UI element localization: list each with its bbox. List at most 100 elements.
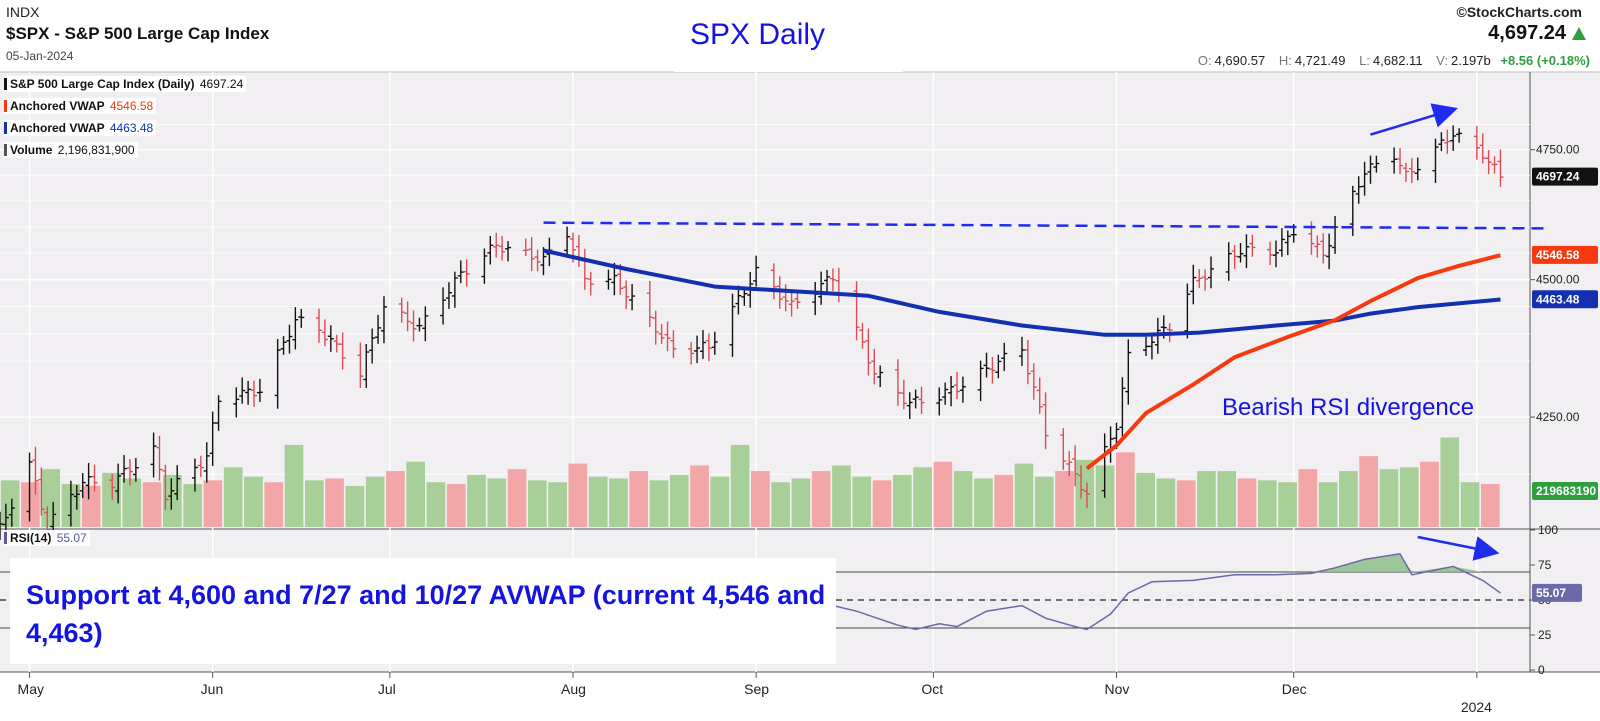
volume-bar <box>913 467 932 527</box>
volume-bar <box>102 472 121 527</box>
volume-label: V: <box>1436 53 1448 68</box>
volume-bar <box>730 444 750 527</box>
avwap-line-1 <box>543 248 1501 337</box>
volume-bar <box>244 476 263 527</box>
x-tick-label: 2024 <box>1461 699 1492 715</box>
low-label: L: <box>1359 53 1370 68</box>
x-tick-label: Nov <box>1104 681 1129 697</box>
x-tick-label: Oct <box>921 681 943 697</box>
volume-bar <box>811 471 831 527</box>
rsi-divergence-annotation: Bearish RSI divergence <box>1222 394 1475 421</box>
legend-avwap-2[interactable]: Anchored VWAP 4463.48 <box>4 120 157 136</box>
legend-volume-value: 2,196,831,900 <box>57 143 135 157</box>
volume-bar <box>304 480 324 527</box>
volume-bar <box>832 465 851 527</box>
legend-price-label: S&P 500 Large Cap Index (Daily) <box>10 77 195 91</box>
volume-bar <box>264 482 284 527</box>
volume-bar <box>467 474 486 527</box>
y-tick-label: 4250.00 <box>1536 410 1580 424</box>
open-value: 4,690.57 <box>1214 53 1266 68</box>
overlay-title-box: SPX Daily <box>674 0 903 72</box>
legend-avwap-2-value: 4463.48 <box>109 121 154 135</box>
rsi-last-tag-label: 55.07 <box>1536 586 1566 600</box>
volume-bar <box>649 480 669 527</box>
volume-bar <box>0 480 20 527</box>
legend-rsi-label: RSI(14) <box>10 531 52 545</box>
volume-bar <box>791 478 811 527</box>
volume-bar <box>223 467 243 527</box>
volume-bar <box>852 476 872 527</box>
legend-rsi-value: 55.07 <box>56 531 87 545</box>
volume-bar <box>1420 461 1439 527</box>
volume-bar <box>588 476 608 527</box>
last-price: 4,697.24 <box>1488 22 1566 44</box>
last-value-tag <box>1532 482 1598 500</box>
volume-bar <box>1379 469 1399 527</box>
support-annotation: Support at 4,600 and 7/27 and 10/27 AVWA… <box>26 580 826 648</box>
volume-bar <box>1339 471 1358 527</box>
legend-volume[interactable]: Volume 2,196,831,900 <box>4 142 138 158</box>
volume-bar <box>1136 472 1155 527</box>
volume-bar <box>183 484 202 527</box>
volume-bar <box>406 461 426 527</box>
volume-value: 2.197b <box>1450 53 1491 68</box>
x-tick-label: Jul <box>378 681 396 697</box>
rsi-trend-arrow <box>1417 535 1500 561</box>
price-change: +8.56 (+0.18%) <box>1500 53 1590 68</box>
volume-bar <box>872 480 892 527</box>
volume-bar <box>1055 471 1074 527</box>
volume-bar <box>1359 456 1379 527</box>
last-value-tag <box>1532 245 1598 264</box>
volume-bar <box>527 480 547 527</box>
volume-bar <box>1440 437 1460 527</box>
price-panel-bg <box>0 72 1600 530</box>
volume-bar <box>751 471 770 527</box>
ohlc-readout: O: 4,690.57 H: 4,721.49 L: 4,682.11 V: 2.197… <box>1188 53 1590 68</box>
volume-bar <box>325 478 344 527</box>
price-trend-arrow <box>1370 103 1458 136</box>
avwap-line-2 <box>1085 253 1501 471</box>
open-label: O: <box>1197 53 1212 68</box>
volume-bar <box>1278 482 1297 527</box>
rsi-y-tick-label: 100 <box>1538 523 1558 537</box>
last-value-tag <box>1532 167 1598 186</box>
volume-bar <box>933 461 953 527</box>
low-value: 4,682.11 <box>1372 53 1423 68</box>
up-arrow-icon <box>1572 27 1586 40</box>
volume-bar <box>892 474 912 527</box>
chart-symbol-title: $SPX - S&P 500 Large Cap Index <box>6 24 270 43</box>
resistance-line <box>543 221 1551 230</box>
rsi-last-tag <box>1532 583 1582 602</box>
volume-bar <box>548 482 567 527</box>
x-tick-label: Aug <box>561 681 586 697</box>
volume-bar <box>284 444 304 527</box>
legend-price[interactable]: S&P 500 Large Cap Index (Daily) 4697.24 <box>4 76 247 92</box>
volume-bar <box>21 482 40 527</box>
legend-rsi[interactable]: RSI(14) 55.07 <box>4 530 90 546</box>
overlay-title: SPX Daily <box>690 18 826 51</box>
volume-bar <box>1480 484 1500 527</box>
high-label: H: <box>1278 53 1292 68</box>
y-tick-label: 4500.00 <box>1536 273 1580 287</box>
volume-bar <box>365 476 385 527</box>
volume-bar <box>771 482 790 527</box>
x-tick-label: Dec <box>1282 681 1307 697</box>
last-value-tag-label: 4463.48 <box>1536 292 1580 306</box>
last-value-tag-label: 4697.24 <box>1536 170 1580 184</box>
volume-bar <box>1156 478 1176 527</box>
volume-bar <box>41 469 61 527</box>
legend-volume-label: Volume <box>10 143 53 157</box>
exchange-label: INDX <box>6 4 40 20</box>
volume-bar <box>1034 476 1054 527</box>
last-value-tag-label: 4546.58 <box>1536 248 1580 262</box>
legend-avwap-1-label: Anchored VWAP <box>10 99 105 113</box>
legend-avwap-1[interactable]: Anchored VWAP 4546.58 <box>4 98 157 114</box>
volume-bar <box>690 465 709 527</box>
volume-bar <box>1298 469 1318 527</box>
volume-bar <box>994 474 1014 527</box>
rsi-y-tick-label: 75 <box>1538 558 1552 572</box>
rsi-overbought-fill <box>1311 553 1483 572</box>
stockcharts-brand[interactable]: ©StockCharts.com <box>1456 4 1582 20</box>
support-annotation-box: Support at 4,600 and 7/27 and 10/27 AVWA… <box>10 558 836 664</box>
volume-bar <box>487 478 507 527</box>
